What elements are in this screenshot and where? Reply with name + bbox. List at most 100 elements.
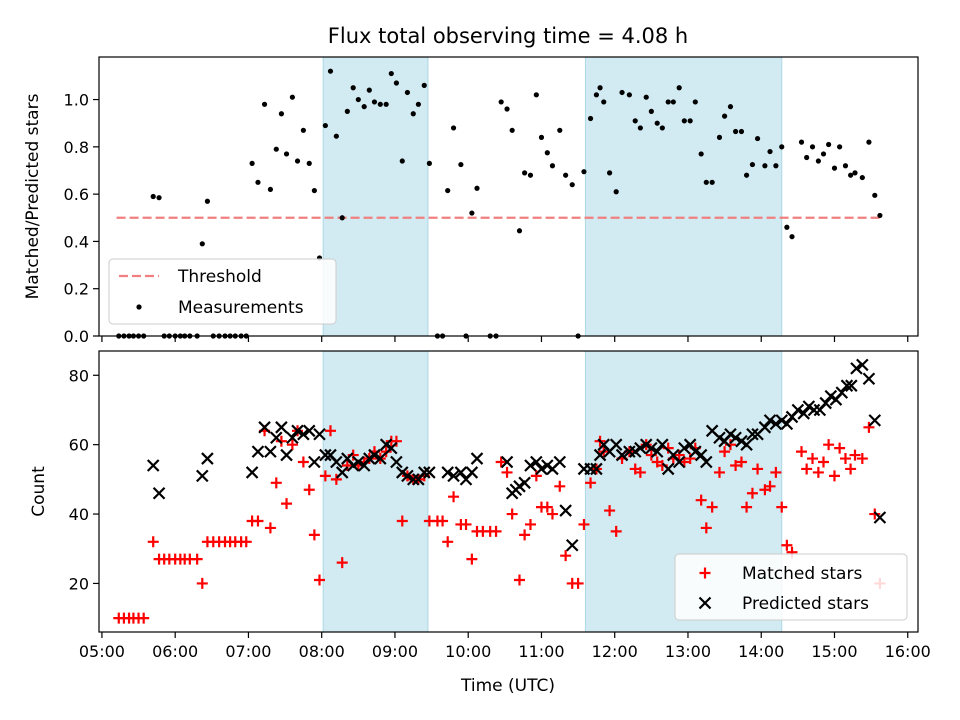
matched-star-point: [801, 463, 813, 475]
measurement-point: [820, 151, 827, 157]
measurement-point: [527, 172, 534, 178]
measurement-point: [421, 82, 427, 88]
predicted-star-point: [374, 452, 387, 465]
measurement-point: [716, 134, 723, 140]
predicted-star-point: [258, 421, 271, 434]
legend-matched-label: Matched stars: [742, 564, 862, 584]
predicted-star-point: [470, 452, 484, 465]
matched-star-point: [308, 529, 320, 541]
measurement-point: [872, 192, 878, 198]
predicted-star-point: [291, 424, 304, 438]
matched-star-point: [314, 574, 325, 586]
legend-threshold-label: Threshold: [177, 267, 262, 287]
predicted-star-point: [447, 469, 460, 483]
measurement-point: [837, 144, 843, 150]
predicted-star-point: [559, 504, 572, 517]
measurement-point: [199, 241, 205, 247]
measurement-point: [498, 99, 504, 105]
matched-star-point: [380, 446, 392, 458]
predicted-star-point: [368, 448, 381, 462]
measurement-point: [779, 144, 785, 150]
matched-star-point: [828, 470, 840, 482]
legend-measurement-label: Measurements: [178, 298, 304, 318]
matched-star-point: [396, 515, 408, 527]
matched-star-point: [495, 456, 507, 468]
measurement-point: [410, 111, 416, 117]
measurement-point: [522, 170, 528, 176]
predicted-star-point: [850, 362, 863, 375]
predicted-star-point: [201, 452, 214, 465]
matched-star-point: [275, 435, 287, 447]
predicted-star-point: [524, 459, 537, 472]
matched-star-point: [264, 522, 276, 534]
measurement-point: [383, 101, 389, 107]
measurement-point: [643, 94, 649, 100]
predicted-star-point: [152, 486, 166, 500]
y-tick-label: 0.6: [64, 185, 89, 204]
measurement-point: [703, 179, 709, 185]
predicted-star-point: [672, 455, 686, 469]
predicted-star-point: [650, 445, 664, 458]
measurement-point: [773, 163, 779, 169]
measurement-point: [613, 189, 619, 195]
measurement-point: [533, 92, 539, 98]
predicted-star-point: [678, 441, 691, 455]
legend-predicted-swatch: [698, 596, 712, 610]
legend-box: [674, 553, 908, 621]
measurement-point: [311, 187, 317, 194]
matched-star-point: [541, 501, 553, 513]
measurement-point: [399, 158, 405, 164]
predicted-star-point: [146, 459, 160, 472]
predicted-star-point: [797, 407, 810, 420]
predicted-star-point: [286, 431, 299, 445]
predicted-star-point: [694, 448, 708, 462]
measurement-point: [670, 99, 676, 105]
predicted-star-point: [689, 445, 702, 458]
matched-star-point: [442, 536, 454, 548]
predicted-star-point: [245, 466, 259, 479]
matched-star-point: [530, 470, 542, 482]
measurement-point: [842, 163, 849, 169]
predicted-star-point: [280, 448, 293, 462]
predicted-star-point: [423, 466, 436, 479]
measurement-point: [278, 111, 285, 117]
measurement-point: [676, 85, 682, 91]
matched-star-point: [281, 498, 293, 510]
measurement-point: [601, 99, 607, 105]
measurement-point: [267, 186, 274, 193]
measurement-point: [204, 198, 211, 204]
predicted-star-point: [401, 469, 414, 483]
predicted-star-point: [308, 455, 321, 469]
matched-star-point: [849, 449, 861, 461]
measurement-point: [371, 99, 378, 105]
predicted-star-point: [615, 448, 629, 462]
y-tick-label: 40: [69, 505, 89, 524]
y-tick-label: 0.4: [64, 232, 89, 251]
predicted-star-point: [609, 438, 623, 451]
x-tick-label: 16:00: [885, 642, 931, 661]
measurement-point: [798, 139, 805, 145]
x-tick-label: 07:00: [225, 642, 271, 661]
measurement-point: [681, 118, 687, 124]
x-tick-label: 10:00: [445, 642, 491, 661]
bottom-y-axis-label: Count: [29, 466, 49, 517]
y-tick-label: 0.2: [64, 280, 89, 299]
measurement-point: [727, 104, 734, 110]
matched-star-point: [856, 453, 868, 465]
predicted-star-point: [441, 466, 454, 479]
measurement-point: [393, 80, 400, 86]
measurement-point: [415, 101, 421, 107]
predicted-star-point: [352, 455, 365, 469]
measurement-point: [665, 99, 671, 105]
predicted-star-point: [270, 431, 283, 445]
measurement-point: [784, 224, 790, 230]
matched-star-point: [319, 470, 331, 482]
predicted-star-point: [746, 427, 759, 441]
measurement-point: [544, 150, 550, 156]
measurement-point: [516, 228, 523, 234]
predicted-star-point: [634, 441, 647, 455]
predicted-star-point: [330, 455, 343, 469]
measurement-point: [355, 96, 361, 103]
matched-star-point: [610, 525, 622, 537]
